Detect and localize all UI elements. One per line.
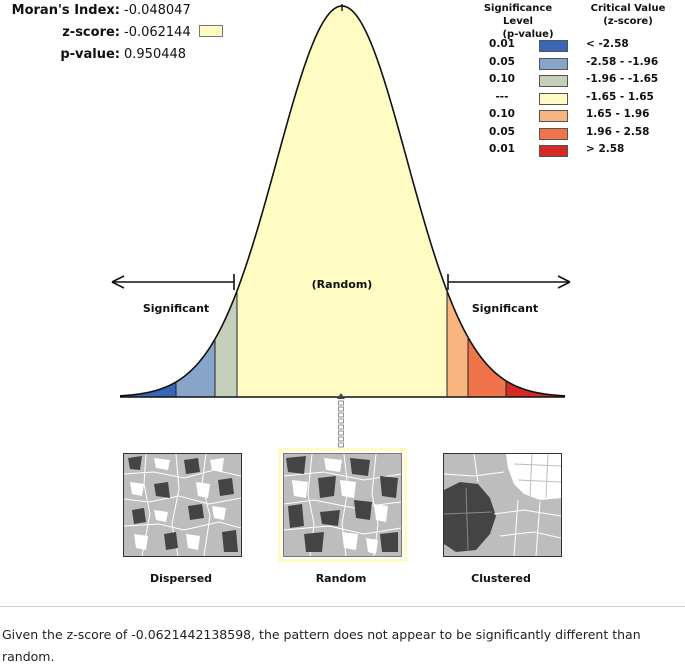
legend-p-value: --- bbox=[495, 90, 509, 103]
legend-critical-value: 1.65 - 1.96 bbox=[586, 108, 650, 120]
result-summary: Given the z-score of -0.0621442138598, t… bbox=[2, 627, 641, 664]
legend-swatch bbox=[539, 145, 568, 157]
morans-index-value: -0.048047 bbox=[124, 3, 191, 18]
pvalue-row: p-value: 0.950448 bbox=[2, 44, 223, 66]
random-center-label: (Random) bbox=[311, 278, 373, 291]
curve-fills bbox=[120, 6, 565, 397]
curve-band bbox=[237, 6, 447, 397]
legend-significance-subtitle: (p-value) bbox=[502, 29, 554, 40]
dispersed-map bbox=[123, 453, 242, 557]
marker-dot bbox=[338, 424, 344, 430]
legend-row: 0.01 < -2.58 bbox=[488, 38, 678, 54]
legend-row: 0.05 1.96 - 2.58 bbox=[488, 126, 678, 142]
random-map bbox=[278, 448, 407, 562]
marker-dot bbox=[338, 418, 344, 424]
marker-dot bbox=[338, 442, 344, 448]
curve-band bbox=[468, 337, 506, 397]
random-label: Random bbox=[315, 572, 367, 585]
legend-swatch bbox=[539, 57, 568, 70]
morans-index-row: Moran's Index: -0.048047 bbox=[2, 0, 223, 22]
clustered-map bbox=[443, 453, 562, 557]
legend-swatch bbox=[539, 75, 568, 87]
marker-dot bbox=[338, 400, 344, 406]
stats-panel: Moran's Index: -0.048047 z-score: -0.06214… bbox=[2, 0, 223, 66]
legend-row: 0.05 -2.58 - -1.96 bbox=[488, 56, 678, 72]
zscore-row: z-score: -0.062144 bbox=[2, 22, 223, 44]
legend-critical-header: Critical Value (z-score) bbox=[578, 2, 678, 28]
zscore-swatch bbox=[198, 25, 223, 37]
legend-critical-value: > 2.58 bbox=[586, 143, 625, 155]
clustered-label: Clustered bbox=[471, 572, 531, 585]
zscore-label: z-score: bbox=[62, 25, 120, 40]
legend-row: 0.10 1.65 - 1.96 bbox=[488, 108, 678, 124]
curve-band bbox=[506, 380, 565, 397]
band-dividers bbox=[175, 4, 507, 397]
legend-critical-value: -2.58 - -1.96 bbox=[586, 55, 659, 68]
legend-significance-title: Significance Level bbox=[483, 3, 553, 27]
legend-p-value: 0.10 bbox=[489, 108, 515, 120]
left-significant-label: Significant bbox=[142, 302, 210, 315]
legend-significance-header: Significance Level (p-value) bbox=[468, 2, 568, 41]
legend-critical-value: -1.96 - -1.65 bbox=[586, 73, 659, 85]
legend-swatch bbox=[539, 110, 568, 122]
legend-critical-subtitle: (z-score) bbox=[603, 16, 653, 27]
left-arrow-icon bbox=[111, 274, 235, 290]
curve-band bbox=[120, 382, 176, 397]
legend-p-value: 0.01 bbox=[489, 143, 515, 155]
legend-p-value: 0.05 bbox=[489, 55, 515, 68]
legend-p-value: 0.10 bbox=[489, 73, 515, 85]
pvalue-label: p-value: bbox=[60, 47, 120, 62]
right-significant-label: Significant bbox=[471, 302, 539, 315]
zscore-value: -0.062144 bbox=[124, 25, 191, 40]
legend-swatch bbox=[539, 92, 568, 105]
marker-dot bbox=[338, 436, 344, 442]
legend-critical-value: -1.65 - 1.65 bbox=[586, 90, 654, 103]
pvalue-value: 0.950448 bbox=[124, 47, 187, 62]
bell-curve-diagram bbox=[111, 4, 571, 448]
legend-p-value: 0.05 bbox=[489, 125, 515, 138]
legend-row: --- -1.65 - 1.65 bbox=[488, 91, 678, 107]
legend-critical-value: < -2.58 bbox=[586, 38, 629, 50]
legend-swatch bbox=[539, 127, 568, 140]
dispersed-label: Dispersed bbox=[149, 572, 213, 585]
curve-band bbox=[447, 290, 468, 397]
right-arrow-icon bbox=[447, 274, 571, 290]
marker-dot bbox=[338, 430, 344, 436]
legend-row: 0.10 -1.96 - -1.65 bbox=[488, 73, 678, 89]
legend-critical-value: 1.96 - 2.58 bbox=[586, 125, 650, 138]
footer-divider bbox=[0, 606, 685, 607]
zscore-marker-icon bbox=[337, 393, 345, 399]
curve-band bbox=[176, 339, 215, 397]
legend-critical-title: Critical Value bbox=[590, 3, 666, 14]
legend-row: 0.01 > 2.58 bbox=[488, 143, 678, 159]
legend-p-value: 0.01 bbox=[489, 38, 515, 50]
zscore-marker-chain bbox=[337, 393, 345, 448]
legend-swatch bbox=[539, 40, 568, 52]
marker-dot bbox=[338, 412, 344, 418]
morans-index-label: Moran's Index: bbox=[11, 3, 120, 18]
marker-dot bbox=[338, 406, 344, 412]
curve-band bbox=[215, 290, 237, 397]
